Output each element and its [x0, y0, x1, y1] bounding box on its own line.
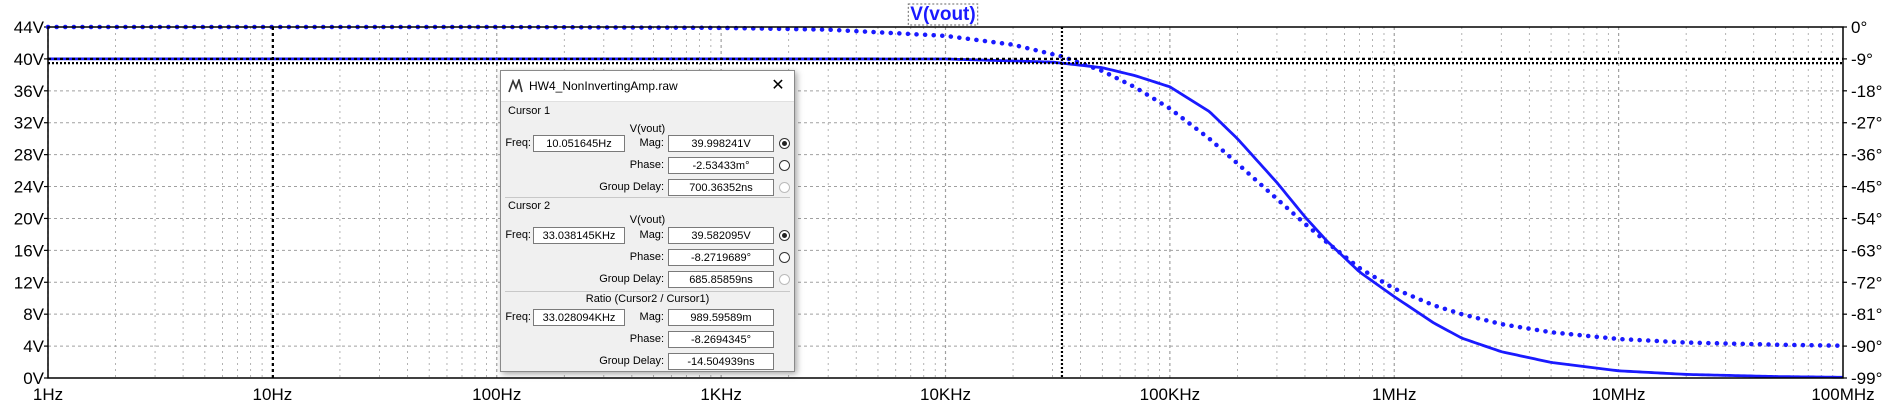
cursor2-phase-radio[interactable] — [779, 252, 790, 263]
y-right-tick-label: -90° — [1851, 337, 1882, 356]
y-left-tick-label: 44V — [14, 18, 45, 37]
ratio-label: Ratio (Cursor2 / Cursor1) — [585, 293, 710, 305]
cursor1-freq-field[interactable]: 10.051645Hz — [533, 135, 625, 152]
y-right-tick-label: -9° — [1851, 50, 1873, 69]
ratio-mag-field[interactable]: 989.59589m — [668, 309, 774, 326]
x-tick-label: 1MHz — [1372, 385, 1416, 404]
ratio-phase-label: Phase: — [629, 333, 664, 345]
cursor2-phase-label: Phase: — [629, 251, 664, 263]
x-tick-label: 1Hz — [33, 385, 63, 404]
ratio-gd-label: Group Delay: — [599, 355, 664, 367]
x-tick-label: 10Hz — [253, 385, 293, 404]
ratio-freq-label: Freq: — [505, 311, 531, 323]
y-right-tick-label: -36° — [1851, 146, 1882, 165]
title-focus-box — [907, 3, 979, 26]
ratio-section — [505, 291, 790, 292]
dialog-title: HW4_NonInvertingAmp.raw — [529, 79, 678, 93]
cursor2-phase-field[interactable]: -8.2719689° — [668, 249, 774, 266]
y-left-tick-label: 4V — [23, 337, 44, 356]
ratio-freq-field[interactable]: 33.028094KHz — [533, 309, 625, 326]
cursor2-gd-field[interactable]: 685.85859ns — [668, 271, 774, 288]
plot-title[interactable]: V(vout) — [910, 4, 975, 25]
y-right-tick-label: -81° — [1851, 305, 1882, 324]
y-left-tick-label: 24V — [14, 178, 45, 197]
cursor1-gd-field[interactable]: 700.36352ns — [668, 179, 774, 196]
dialog-titlebar[interactable]: HW4_NonInvertingAmp.raw ✕ — [501, 71, 794, 102]
cursor1-gd-radio[interactable] — [779, 182, 790, 193]
y-left-tick-label: 16V — [14, 241, 45, 260]
y-left-tick-label: 12V — [14, 273, 45, 292]
y-left-tick-label: 8V — [23, 305, 44, 324]
x-tick-label: 100Hz — [472, 385, 521, 404]
cursor2-gd-radio[interactable] — [779, 274, 790, 285]
ratio-phase-field[interactable]: -8.2694345° — [668, 331, 774, 348]
y-right-tick-label: -27° — [1851, 114, 1882, 133]
y-left-tick-label: 0V — [23, 369, 44, 388]
y-right-tick-label: -63° — [1851, 241, 1882, 260]
cursor-lines — [48, 27, 1843, 378]
y-left-tick-label: 32V — [14, 114, 45, 133]
y-left-tick-label: 20V — [14, 209, 45, 228]
cursor2-freq-field[interactable]: 33.038145KHz — [533, 227, 625, 244]
y-right-tick-label: 0° — [1851, 18, 1867, 37]
close-icon[interactable]: ✕ — [771, 77, 785, 94]
cursor1-phase-field[interactable]: -2.53433m° — [668, 157, 774, 174]
cursor2-freq-label: Freq: — [505, 229, 531, 241]
x-tick-label: 1KHz — [700, 385, 742, 404]
plot-frame — [47, 26, 1844, 379]
cursor2-signal: V(vout) — [629, 214, 666, 226]
cursor2-section: Cursor 2 — [505, 197, 790, 212]
magnitude-trace — [48, 57, 1844, 379]
y-right-tick-label: -45° — [1851, 178, 1882, 197]
cursor2-gd-label: Group Delay: — [599, 273, 664, 285]
cursor1-phase-radio[interactable] — [779, 160, 790, 171]
x-tick-label: 10MHz — [1592, 385, 1646, 404]
grid-lines — [47, 26, 1843, 379]
cursor1-freq-label: Freq: — [505, 137, 531, 149]
cursor1-signal: V(vout) — [629, 123, 666, 135]
cursor2-mag-label: Mag: — [639, 229, 664, 241]
cursor1-mag-label: Mag: — [639, 137, 664, 149]
cursor1-phase-label: Phase: — [629, 159, 664, 171]
cursor1-mag-radio[interactable] — [779, 138, 790, 149]
cursor2-label: Cursor 2 — [508, 200, 551, 212]
cursor2-mag-radio[interactable] — [779, 230, 790, 241]
cursor1-gd-label: Group Delay: — [599, 181, 664, 193]
ratio-mag-label: Mag: — [639, 311, 664, 323]
cursor2-mag-field[interactable]: 39.582095V — [668, 227, 774, 244]
y-left-tick-label: 28V — [14, 146, 45, 165]
y-right-tick-label: -18° — [1851, 82, 1882, 101]
ltspice-icon — [508, 79, 523, 93]
y-right-tick-label: -54° — [1851, 209, 1882, 228]
x-tick-label: 10KHz — [920, 385, 971, 404]
cursor-dialog[interactable]: HW4_NonInvertingAmp.raw ✕ Cursor 1 V(vou… — [500, 70, 795, 372]
tick-labels: 44V 40V 36V 32V 28V 24V 20V 16V 12V 8V 4V 0V 0° -9° -1… — [14, 18, 1883, 404]
y-left-tick-label: 36V — [14, 82, 45, 101]
x-tick-label: 100KHz — [1140, 385, 1200, 404]
x-tick-label: 100MHz — [1811, 385, 1874, 404]
y-right-tick-label: -72° — [1851, 273, 1882, 292]
y-right-tick-label: -99° — [1851, 369, 1882, 388]
cursor1-label: Cursor 1 — [508, 105, 551, 117]
y-left-tick-label: 40V — [14, 50, 45, 69]
cursor1-mag-field[interactable]: 39.998241V — [668, 135, 774, 152]
cursor1-section: Cursor 1 — [505, 105, 790, 117]
ratio-gd-field[interactable]: -14.504939ns — [668, 353, 774, 370]
